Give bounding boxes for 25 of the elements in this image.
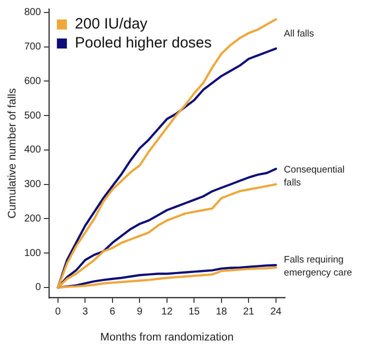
y-tick-label: 100 <box>24 248 42 259</box>
annotation: Consequential falls <box>284 164 345 189</box>
x-tick-label: 12 <box>161 306 173 318</box>
x-tick-label: 24 <box>270 306 282 318</box>
x-tick-label: 18 <box>216 306 228 318</box>
legend-label: Pooled higher doses <box>74 34 212 52</box>
x-tick-label: 21 <box>243 306 255 318</box>
legend-label: 200 IU/day <box>74 16 148 33</box>
y-axis-title: Cumulative number of falls <box>6 88 19 219</box>
x-tick-label: 0 <box>55 306 62 318</box>
annotation: All falls <box>284 28 314 40</box>
x-tick-label: 15 <box>188 306 200 318</box>
y-tick-label: 0 <box>35 282 42 294</box>
x-tick-label: 6 <box>110 306 116 318</box>
y-tick-label: 800 <box>24 7 42 18</box>
y-tick-label: 300 <box>24 179 42 190</box>
x-axis-title: Months from randomization <box>100 331 234 344</box>
y-tick-label: 700 <box>24 42 42 53</box>
y-tick-label: 500 <box>24 110 42 122</box>
y-tick-label: 600 <box>24 76 42 87</box>
annotation: Falls requiring emergency care <box>284 254 352 278</box>
x-tick-label: 9 <box>136 306 143 318</box>
y-tick-label: 200 <box>24 213 42 224</box>
y-tick-label: 400 <box>24 144 42 156</box>
x-tick-label: 3 <box>82 306 88 318</box>
